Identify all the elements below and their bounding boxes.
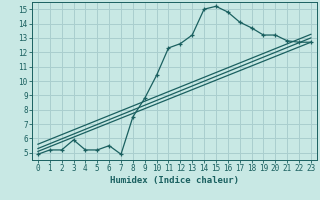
- X-axis label: Humidex (Indice chaleur): Humidex (Indice chaleur): [110, 176, 239, 185]
